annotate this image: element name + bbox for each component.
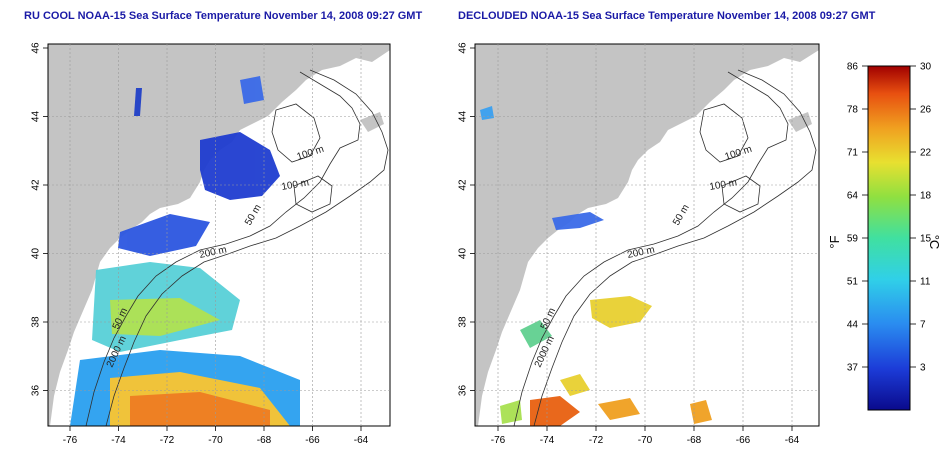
colorbar-ticks: 86 78 71 64 59 51 44 37 30 26 22 18 15 11 7 3	[847, 62, 932, 374]
left-sst-patches	[70, 76, 300, 426]
fahrenheit-tick-label: 78	[847, 105, 859, 116]
longitude-tick-label: -66	[736, 435, 751, 446]
longitude-tick-label: -74	[540, 435, 555, 446]
colorbar-gradient	[867, 65, 911, 411]
right-map-island	[788, 112, 812, 132]
left-map-gridlines	[48, 44, 390, 426]
longitude-tick-label: -70	[208, 435, 223, 446]
right-map-land	[475, 44, 819, 426]
fahrenheit-unit-label: °F	[827, 235, 842, 248]
celsius-tick-label: 3	[920, 363, 926, 374]
celsius-tick-label: 18	[920, 191, 932, 202]
latitude-tick-label: 42	[31, 179, 42, 191]
left-map-frame	[47, 43, 391, 427]
fahrenheit-tick-label: 64	[847, 191, 859, 202]
latitude-tick-label: 36	[458, 385, 469, 397]
longitude-tick-label: -72	[589, 435, 604, 446]
right-map-island	[548, 56, 564, 74]
celsius-unit-label: °C	[927, 235, 942, 250]
longitude-tick-label: -70	[638, 435, 653, 446]
latitude-tick-label: 40	[31, 248, 42, 260]
latitude-tick-label: 44	[31, 111, 42, 123]
longitude-tick-label: -76	[63, 435, 78, 446]
fahrenheit-tick-label: 44	[847, 320, 859, 331]
longitude-tick-label: -64	[785, 435, 800, 446]
latitude-tick-label: 42	[458, 179, 469, 191]
right-map-axis-ticks: -76 -74 -72 -70 -68 -66 -64 46 44 42 40 38 36	[458, 42, 800, 446]
right-bathymetry-contours	[513, 69, 817, 426]
fahrenheit-tick-label: 86	[847, 62, 859, 73]
longitude-tick-label: -72	[160, 435, 175, 446]
celsius-tick-label: 11	[920, 277, 931, 288]
fahrenheit-tick-label: 51	[847, 277, 859, 288]
left-map-title: RU COOL NOAA-15 Sea Surface Temperature …	[24, 10, 423, 22]
left-map-island	[120, 56, 136, 74]
right-map-title: DECLOUDED NOAA-15 Sea Surface Temperatur…	[458, 10, 876, 22]
left-contour-label: 100 m	[281, 177, 310, 193]
longitude-tick-label: -66	[305, 435, 320, 446]
left-bathymetry-contours	[85, 69, 389, 426]
left-map-island	[360, 112, 384, 132]
latitude-tick-label: 38	[31, 316, 42, 328]
celsius-tick-label: 7	[920, 320, 926, 331]
right-map-gridlines	[475, 44, 819, 426]
longitude-tick-label: -76	[491, 435, 506, 446]
longitude-tick-label: -74	[111, 435, 126, 446]
latitude-tick-label: 40	[458, 248, 469, 260]
latitude-tick-label: 46	[458, 42, 469, 54]
fahrenheit-tick-label: 59	[847, 234, 859, 245]
celsius-tick-label: 15	[920, 234, 932, 245]
left-map-land	[48, 44, 390, 426]
right-map-frame	[474, 43, 820, 427]
latitude-tick-label: 38	[458, 316, 469, 328]
fahrenheit-tick-label: 71	[847, 148, 859, 159]
right-contour-label: 100 m	[709, 177, 738, 193]
celsius-tick-label: 22	[920, 148, 932, 159]
latitude-tick-label: 36	[31, 385, 42, 397]
celsius-tick-label: 26	[920, 105, 932, 116]
celsius-tick-label: 30	[920, 62, 932, 73]
longitude-tick-label: -68	[257, 435, 272, 446]
left-map-axis-ticks: -76 -74 -72 -70 -68 -66 -64 46 44 42 40 38 36	[31, 42, 369, 446]
temperature-colorbar: 86 78 71 64 59 51 44 37 30 26 22 18 15 11 7 3 °F °C	[827, 62, 942, 411]
latitude-tick-label: 46	[31, 42, 42, 54]
longitude-tick-label: -64	[354, 435, 369, 446]
longitude-tick-label: -68	[687, 435, 702, 446]
fahrenheit-tick-label: 37	[847, 363, 859, 374]
latitude-tick-label: 44	[458, 111, 469, 123]
